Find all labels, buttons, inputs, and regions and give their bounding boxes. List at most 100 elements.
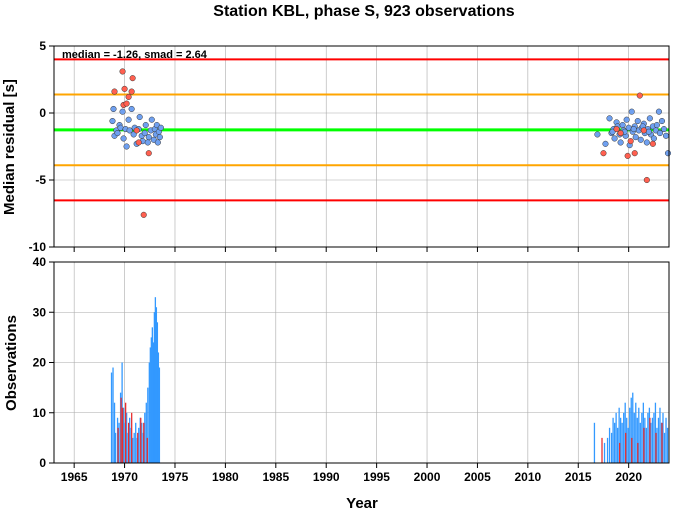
observation-bar	[635, 402, 637, 463]
observation-bar	[146, 437, 148, 463]
observation-bar	[620, 417, 622, 463]
observation-bar	[152, 342, 155, 463]
residual-point	[602, 140, 609, 147]
observation-bar	[647, 412, 649, 463]
residual-point	[653, 122, 660, 129]
residual-point	[623, 116, 630, 123]
residual-point	[617, 130, 624, 137]
observation-bar	[666, 427, 669, 463]
observation-bar	[608, 427, 611, 463]
observation-bar	[145, 402, 147, 463]
observation-bar	[601, 437, 603, 463]
residual-point	[111, 88, 118, 95]
residual-point	[154, 139, 161, 146]
observation-bar	[131, 412, 133, 463]
residual-point	[611, 135, 618, 142]
residual-point	[130, 131, 137, 138]
residual-point	[142, 122, 149, 129]
observation-bar	[643, 427, 645, 463]
residual-point	[120, 135, 127, 142]
residual-point	[613, 126, 620, 133]
residual-point	[140, 211, 147, 218]
residual-x-ticks	[73, 247, 630, 252]
observation-bar	[662, 412, 664, 463]
x-tick-label: 2020	[615, 470, 642, 484]
observation-bar	[618, 407, 620, 463]
observation-bar	[651, 417, 654, 463]
observation-bar	[627, 427, 629, 463]
x-tick-label: 2010	[515, 470, 542, 484]
residual-point	[594, 131, 601, 138]
observation-bar	[606, 437, 609, 463]
residual-point	[627, 138, 634, 145]
residual-point	[617, 139, 624, 146]
residual-point	[133, 127, 140, 134]
x-axis-label: Year	[346, 495, 378, 511]
residual-point	[658, 117, 665, 125]
observation-bar	[133, 432, 135, 463]
residual-point	[606, 115, 613, 122]
observation-bar	[645, 427, 648, 463]
residual-point	[645, 128, 652, 135]
observation-bar	[150, 337, 152, 463]
x-tick-label: 2000	[414, 470, 441, 484]
observation-bar	[639, 422, 641, 463]
observation-bar	[155, 307, 158, 463]
residual-point	[117, 124, 124, 131]
residual-point	[656, 130, 663, 137]
observation-bar	[618, 442, 621, 463]
residual-point	[136, 113, 143, 121]
observation-bar	[158, 367, 161, 463]
observation-bar	[110, 372, 113, 463]
observation-bar	[129, 417, 131, 463]
residual-point	[126, 127, 133, 134]
x-tick-label: 1995	[363, 470, 390, 484]
residual-point	[628, 108, 635, 115]
observation-bar	[141, 422, 143, 463]
y-tick-label: 30	[33, 305, 47, 319]
residual-point	[650, 135, 657, 142]
observation-bar	[633, 412, 635, 463]
residual-point	[119, 108, 126, 115]
observation-bar	[149, 347, 151, 463]
residual-point	[128, 105, 135, 113]
observation-bar	[112, 367, 114, 463]
observation-bar	[655, 432, 657, 463]
x-tick-label: 2015	[565, 470, 592, 484]
residual-point	[109, 117, 116, 125]
observation-bar	[593, 422, 596, 463]
observation-bar	[637, 442, 639, 463]
residual-panel: 5 0 -5 -10 median = -1.26, smad = 2.64 Medi…	[1, 39, 672, 254]
x-tick-label: 1990	[313, 470, 340, 484]
observation-bar	[631, 437, 633, 463]
residual-point	[600, 150, 607, 157]
x-tick-label: 2005	[464, 470, 491, 484]
observation-bar	[147, 387, 149, 463]
observation-bar	[144, 412, 146, 463]
observation-bar	[653, 412, 655, 463]
residual-point	[631, 150, 638, 157]
observation-bar	[626, 417, 628, 463]
y-tick-label: -5	[35, 173, 46, 187]
y-tick-label: -10	[29, 240, 47, 254]
residual-point	[655, 108, 662, 115]
residual-point	[110, 105, 117, 113]
observation-bar	[621, 422, 623, 463]
residual-point	[634, 117, 641, 125]
observation-bar	[121, 407, 124, 463]
residual-point	[148, 116, 155, 123]
y-tick-label: 20	[33, 356, 47, 370]
observation-bar	[137, 432, 139, 463]
y-tick-label: 40	[33, 255, 47, 269]
residual-point	[129, 75, 136, 82]
residual-point	[123, 100, 130, 107]
observation-bar	[636, 417, 638, 463]
residual-point	[156, 134, 163, 141]
observation-bar	[641, 412, 643, 463]
residual-point	[649, 140, 656, 147]
chart-title: Station KBL, phase S, 923 observations	[213, 3, 515, 20]
observations-y-axis-label: Observations	[3, 315, 20, 411]
residual-point	[630, 126, 637, 133]
